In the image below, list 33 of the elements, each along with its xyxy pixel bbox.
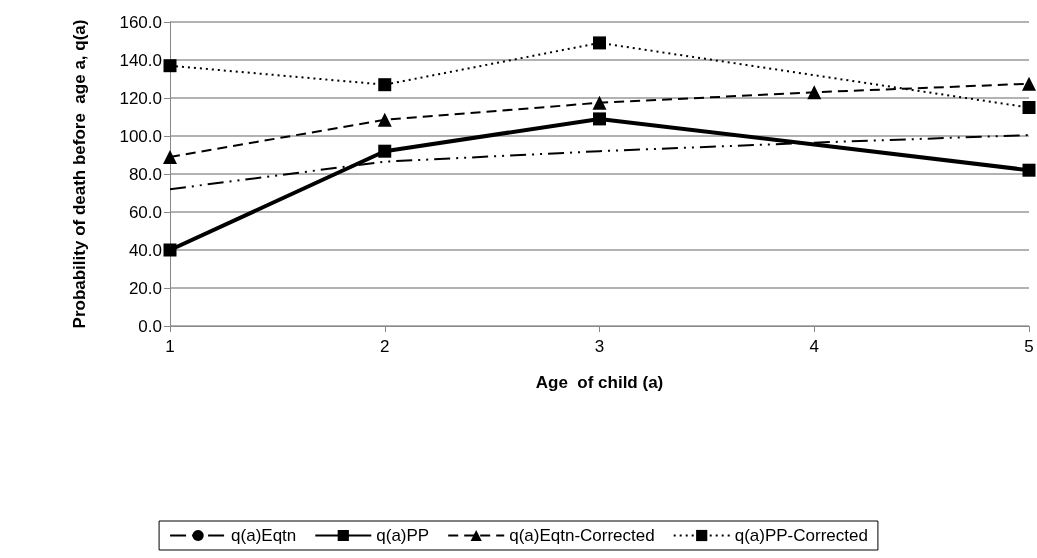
x-tick-label: 3 xyxy=(594,337,605,356)
point xyxy=(1022,101,1036,114)
point xyxy=(163,243,177,257)
y-axis-title: Probability of death before age a, q(a) xyxy=(70,19,89,329)
point xyxy=(163,59,177,73)
x-tick-label: 1 xyxy=(165,337,175,356)
x-tick-label: 4 xyxy=(809,337,819,356)
x-tick-label: 5 xyxy=(1024,337,1034,356)
point xyxy=(807,85,822,100)
point xyxy=(163,149,177,164)
point xyxy=(593,112,606,126)
y-tick-label: 0.0 xyxy=(138,316,162,336)
x-axis-title: Age of child (a) xyxy=(535,373,664,392)
y-tick-label: 140.0 xyxy=(119,50,162,70)
point xyxy=(378,78,392,92)
legend-label: q(a)PP-Corrected xyxy=(734,526,868,545)
y-tick-label: 60.0 xyxy=(128,202,162,222)
point xyxy=(1022,163,1036,177)
y-tick-label: 40.0 xyxy=(128,240,162,260)
y-tick-label: 80.0 xyxy=(128,164,162,184)
y-tick-label: 20.0 xyxy=(128,278,162,298)
legend-label: q(a)Eqtn-Corrected xyxy=(509,526,655,545)
legend-label: q(a)Eqtn xyxy=(231,526,297,545)
point xyxy=(377,112,392,127)
point xyxy=(592,95,607,110)
y-tick-label: 100.0 xyxy=(119,126,162,146)
point xyxy=(1022,76,1036,91)
x-tick-label: 2 xyxy=(380,337,390,356)
point xyxy=(593,36,606,50)
y-tick-label: 120.0 xyxy=(119,88,162,108)
point xyxy=(378,144,392,158)
y-tick-label: 160.0 xyxy=(119,12,162,32)
legend-label: q(a)PP xyxy=(376,526,430,545)
